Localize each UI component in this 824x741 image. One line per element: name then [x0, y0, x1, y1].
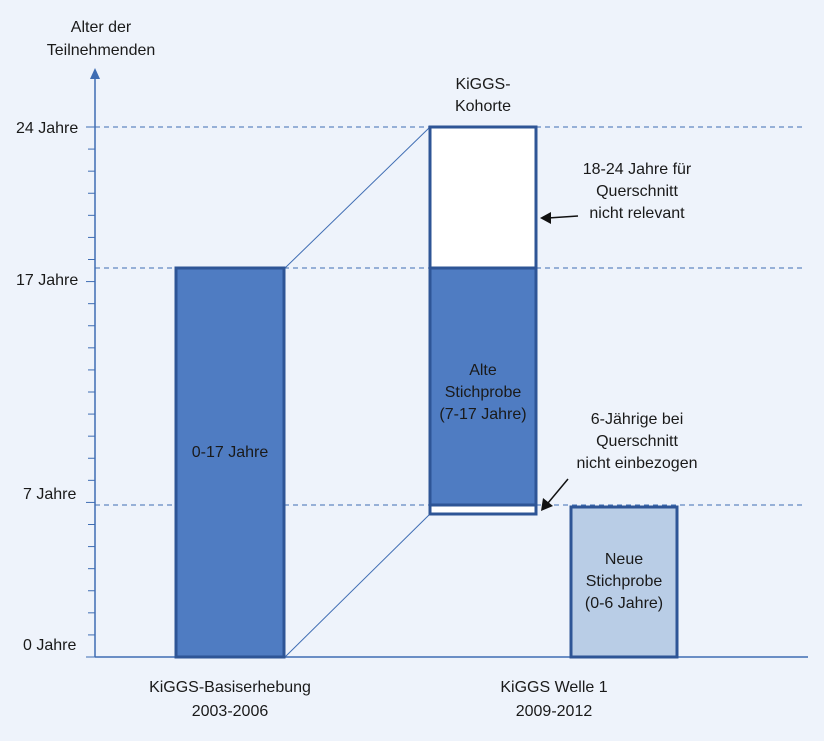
- annotation-top-arrow-icon: [540, 212, 551, 224]
- group-basis-line2: 2003-2006: [192, 703, 269, 720]
- y-tick-label-24: 24 Jahre: [16, 120, 78, 137]
- y-axis-title-line1: Alter der: [71, 19, 132, 36]
- neue-label-line2: Stichprobe: [586, 573, 663, 590]
- annotation-top-arrow-line: [547, 215, 579, 219]
- y-axis-title-line2: Teilnehmenden: [47, 42, 156, 59]
- bar-basis-label: 0-17 Jahre: [192, 444, 269, 461]
- annotation-top-line3: nicht relevant: [589, 205, 685, 222]
- annotation-top-line2: Querschnitt: [596, 183, 678, 200]
- y-axis-ticks: [86, 126, 95, 658]
- bar-alte-stichprobe: [428, 266, 538, 507]
- annotation-mid-line2: Querschnitt: [596, 433, 678, 450]
- y-tick-label-0: 0 Jahre: [23, 637, 76, 654]
- group-welle-line2: 2009-2012: [516, 703, 593, 720]
- bar-basis: [174, 266, 286, 659]
- neue-label-line1: Neue: [605, 551, 643, 568]
- group-welle-line1: KiGGS Welle 1: [500, 679, 607, 696]
- group-basis-line1: KiGGS-Basiserhebung: [149, 679, 311, 696]
- bar-kohorte-upper: [428, 125, 538, 270]
- annotation-mid-arrow-icon: [541, 498, 553, 511]
- annotation-mid-arrow-line: [547, 478, 569, 504]
- y-tick-label-17: 17 Jahre: [16, 272, 78, 289]
- annotation-mid-line3: nicht einbezogen: [577, 455, 698, 472]
- kohorte-label-line1: KiGGS-: [455, 76, 510, 93]
- annotation-top-line1: 18-24 Jahre für: [583, 161, 692, 178]
- kohorte-label-line2: Kohorte: [455, 98, 511, 115]
- connector-top: [284, 126, 431, 269]
- alte-label-line1: Alte: [469, 362, 497, 379]
- alte-label-line3: (7-17 Jahre): [439, 406, 526, 423]
- connector-bottom: [284, 513, 431, 658]
- bar-neue-stichprobe: [569, 505, 679, 659]
- alte-label-line2: Stichprobe: [445, 384, 522, 401]
- neue-label-line3: (0-6 Jahre): [585, 595, 663, 612]
- bar-kohorte-lower: [428, 503, 538, 516]
- y-tick-label-7: 7 Jahre: [23, 486, 76, 503]
- y-axis-arrow-icon: [90, 68, 100, 79]
- annotation-mid-line1: 6-Jährige bei: [591, 411, 684, 428]
